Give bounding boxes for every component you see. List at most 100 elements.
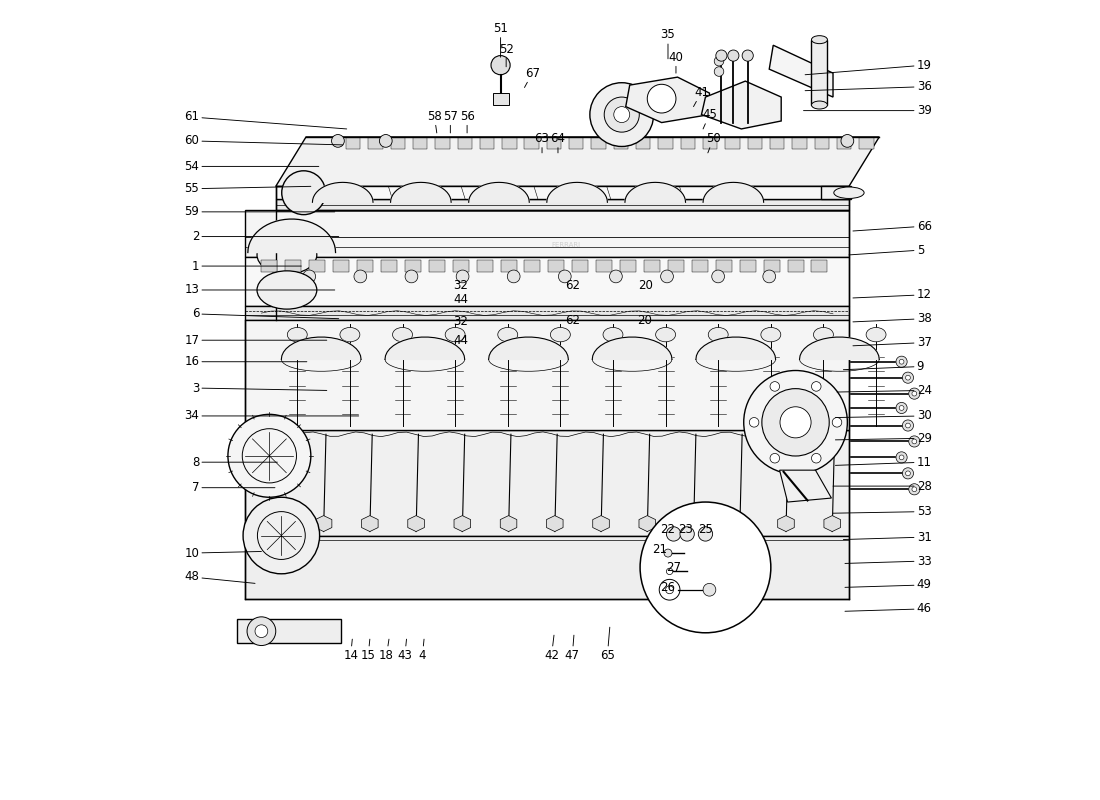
- Bar: [739, 261, 756, 272]
- Text: 10: 10: [185, 546, 262, 559]
- Polygon shape: [812, 40, 827, 105]
- Circle shape: [842, 134, 854, 147]
- Text: 27: 27: [667, 561, 681, 574]
- Circle shape: [833, 418, 842, 427]
- Bar: [412, 138, 427, 149]
- Circle shape: [896, 452, 907, 463]
- Bar: [569, 138, 583, 149]
- Bar: [763, 261, 780, 272]
- Polygon shape: [270, 515, 286, 531]
- Polygon shape: [732, 515, 748, 531]
- Text: 49: 49: [845, 578, 932, 591]
- Bar: [503, 138, 517, 149]
- Text: 26: 26: [660, 581, 675, 594]
- Bar: [525, 261, 540, 272]
- Text: 52: 52: [498, 42, 514, 66]
- Polygon shape: [245, 535, 849, 599]
- Text: 3: 3: [191, 382, 327, 394]
- Circle shape: [899, 455, 904, 460]
- Text: 19: 19: [805, 58, 932, 74]
- Ellipse shape: [282, 170, 326, 214]
- Circle shape: [899, 406, 904, 410]
- Bar: [681, 138, 695, 149]
- Bar: [703, 138, 717, 149]
- Bar: [770, 138, 784, 149]
- Text: 62: 62: [564, 279, 580, 293]
- Circle shape: [614, 106, 629, 122]
- Polygon shape: [696, 337, 775, 359]
- Bar: [812, 261, 827, 272]
- Circle shape: [609, 270, 623, 283]
- Polygon shape: [245, 210, 849, 257]
- Text: 50: 50: [706, 132, 721, 153]
- Circle shape: [905, 471, 911, 476]
- Circle shape: [248, 617, 276, 646]
- Polygon shape: [316, 515, 332, 531]
- Circle shape: [902, 372, 913, 383]
- Text: 4: 4: [419, 639, 426, 662]
- Text: 41: 41: [693, 86, 710, 106]
- Polygon shape: [780, 470, 832, 502]
- Circle shape: [703, 583, 716, 596]
- Text: 51: 51: [493, 22, 508, 57]
- Circle shape: [228, 414, 311, 498]
- Text: 39: 39: [803, 104, 932, 117]
- Text: 60: 60: [185, 134, 343, 147]
- Text: 48: 48: [185, 570, 255, 583]
- Text: 18: 18: [379, 639, 394, 662]
- Text: 1: 1: [191, 259, 301, 273]
- Polygon shape: [685, 515, 702, 531]
- Ellipse shape: [498, 327, 518, 342]
- Ellipse shape: [257, 236, 317, 274]
- Circle shape: [661, 270, 673, 283]
- Text: 23: 23: [678, 522, 693, 536]
- Bar: [285, 261, 301, 272]
- Bar: [659, 138, 673, 149]
- Text: 35: 35: [661, 28, 675, 58]
- Ellipse shape: [446, 327, 465, 342]
- Text: 40: 40: [669, 50, 683, 73]
- Circle shape: [255, 625, 267, 638]
- Text: 12: 12: [852, 288, 932, 302]
- Text: 45: 45: [702, 108, 717, 129]
- Circle shape: [742, 50, 754, 61]
- Bar: [368, 138, 383, 149]
- Circle shape: [714, 56, 724, 66]
- Ellipse shape: [866, 327, 886, 342]
- Polygon shape: [824, 515, 840, 531]
- Text: 9: 9: [844, 360, 924, 373]
- Circle shape: [507, 270, 520, 283]
- Circle shape: [812, 382, 821, 391]
- Ellipse shape: [393, 327, 412, 342]
- Polygon shape: [312, 182, 373, 202]
- Circle shape: [712, 270, 725, 283]
- Bar: [262, 261, 277, 272]
- Text: FERRARI: FERRARI: [551, 242, 581, 247]
- Polygon shape: [245, 320, 849, 430]
- Bar: [668, 261, 684, 272]
- Ellipse shape: [257, 271, 317, 309]
- Circle shape: [896, 402, 907, 414]
- Polygon shape: [245, 257, 849, 306]
- Circle shape: [716, 50, 727, 61]
- Text: 20: 20: [638, 279, 653, 293]
- Text: 63: 63: [535, 132, 550, 153]
- Bar: [815, 138, 829, 149]
- Circle shape: [659, 579, 680, 600]
- Circle shape: [604, 97, 639, 132]
- Circle shape: [909, 436, 920, 447]
- Text: 24: 24: [837, 384, 932, 397]
- Text: 67: 67: [525, 66, 540, 87]
- Bar: [476, 261, 493, 272]
- Circle shape: [331, 134, 344, 147]
- Circle shape: [664, 549, 672, 557]
- Text: 33: 33: [845, 554, 932, 567]
- Text: 17: 17: [184, 334, 327, 346]
- Circle shape: [912, 487, 916, 492]
- Circle shape: [899, 359, 904, 364]
- Text: 34: 34: [185, 410, 359, 422]
- Polygon shape: [800, 337, 879, 359]
- Text: 57: 57: [443, 110, 458, 133]
- Polygon shape: [276, 199, 849, 210]
- Bar: [748, 138, 762, 149]
